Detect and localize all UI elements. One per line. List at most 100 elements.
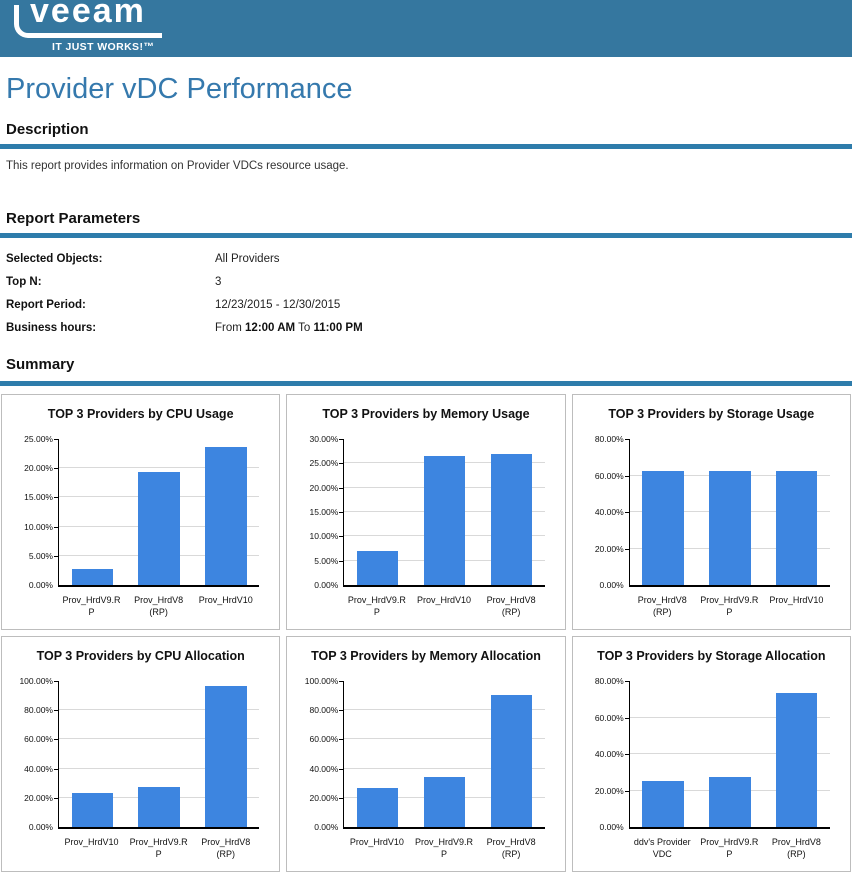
y-axis-tick-label: 80.00% (594, 434, 624, 444)
y-axis-tick (339, 439, 344, 440)
y-axis-tick (624, 717, 629, 719)
parameter-label: Top N: (6, 275, 42, 288)
chart-panel: TOP 3 Providers by Storage Allocation 0.0… (571, 636, 851, 872)
bar (138, 472, 180, 585)
y-axis-tick (339, 560, 344, 562)
description-heading: Description (6, 121, 89, 138)
bar-slot (478, 439, 545, 585)
y-axis-tick-label: 5.00% (314, 555, 339, 566)
x-axis-label: Prov_HrdV8 (RP) (486, 595, 536, 617)
y-axis-tick-label: 20.00% (24, 792, 53, 803)
gridline (344, 738, 545, 740)
y-axis-tick-label: 100.00% (19, 676, 53, 686)
chart-body: 0.00% 5.00% 10.00% 15.00% 20.00% 25.00% Prov_H… (10, 431, 271, 625)
x-axis-label: Prov_HrdV9.R P (347, 595, 406, 617)
x-axis-label: Prov_HrdV10 (769, 595, 824, 605)
chart-title: TOP 3 Providers by Memory Allocation (311, 649, 541, 663)
bars (630, 681, 830, 827)
bar-slot (193, 439, 260, 585)
parameter-label: Selected Objects: (6, 252, 103, 265)
x-axis-label: Prov_HrdV9.R P (700, 595, 759, 617)
chart-body: 0.00% 20.00% 40.00% 60.00% 80.00% 100.00% Prov… (10, 673, 271, 867)
y-axis-tick-label: 20.00% (594, 543, 624, 554)
bars (630, 439, 830, 585)
x-axis-label: Prov_HrdV10 (198, 595, 253, 605)
x-axis-labels: Prov_HrdV9.R P Prov_HrdV10 Prov_HrdV8 (RP) (343, 591, 544, 625)
y-axis-tick-label: 0.00% (314, 822, 339, 832)
y-axis-tick (54, 526, 58, 528)
parameter-row: Selected Objects: All Providers (6, 247, 852, 270)
x-axis-label: Prov_HrdV8 (RP) (201, 837, 251, 859)
y-axis-tick-label: 80.00% (24, 705, 53, 716)
y-axis-tick-label: 40.00% (594, 749, 624, 759)
chart-body: 0.00% 5.00% 10.00% 15.00% 20.00% 25.00% 30.00%… (295, 431, 556, 625)
description-divider (0, 144, 852, 149)
y-axis-tick-label: 0.00% (314, 580, 339, 590)
veeam-logo: veeam IT JUST WORKS!™ (8, 0, 178, 56)
y-axis-tick (624, 475, 629, 477)
x-axis-label: Prov_HrdV10 (416, 595, 471, 605)
plot-area: 0.00% 5.00% 10.00% 15.00% 20.00% 25.00% (24, 434, 260, 590)
y-axis-tick-label: 40.00% (594, 507, 624, 517)
bar (357, 788, 399, 827)
veeam-logo-swoosh-icon (14, 5, 162, 38)
bar-slot (59, 681, 126, 827)
gridline (59, 738, 260, 740)
chart-title: TOP 3 Providers by Memory Usage (322, 407, 530, 421)
y-axis-tick-label: 40.00% (309, 763, 339, 774)
bar (775, 470, 818, 585)
bar (205, 447, 247, 585)
chart-body: 0.00% 20.00% 40.00% 60.00% 80.00% Prov_HrdV8(… (581, 431, 842, 625)
summary-divider (0, 381, 852, 386)
y-axis-tick-label: 0.00% (28, 580, 53, 590)
summary-heading: Summary (6, 356, 75, 373)
bar (775, 693, 818, 827)
bars (344, 439, 544, 585)
chart-panel: TOP 3 Providers by Memory Allocation 0.00… (286, 636, 566, 872)
y-axis-tick-label: 80.00% (309, 705, 339, 716)
parameter-value: 12/23/2015 - 12/30/2015 (215, 298, 341, 311)
y-axis-tick-label: 20.00% (309, 792, 339, 803)
x-axis-label: Prov_HrdV10 (349, 837, 404, 847)
chart-title: TOP 3 Providers by Storage Allocation (597, 649, 826, 663)
bar (642, 781, 684, 827)
x-axis-label: Prov_HrdV8 (RP) (637, 595, 687, 617)
y-axis-tick-label: 30.00% (309, 434, 339, 444)
y-axis-tick (54, 797, 58, 799)
parameter-value: 3 (215, 275, 222, 288)
parameter-row: Business hours: From 12:00 AM To 11:00 PM (6, 316, 852, 339)
x-axis-label: Prov_HrdV8 (RP) (771, 837, 821, 859)
chart-title: TOP 3 Providers by CPU Allocation (36, 649, 245, 663)
bar-slot (763, 439, 830, 585)
y-axis-tick-label: 0.00% (28, 822, 53, 832)
chart-panel: TOP 3 Providers by CPU Allocation 0.00% 20… (1, 636, 281, 872)
chart-title: TOP 3 Providers by CPU Usage (47, 407, 234, 421)
bar-slot (126, 439, 193, 585)
report-parameters-heading: Report Parameters (6, 210, 141, 227)
bar (490, 453, 532, 585)
gridline (59, 467, 260, 469)
parameter-value: All Providers (215, 252, 280, 265)
bar (71, 792, 114, 827)
y-axis-tick-label: 60.00% (309, 734, 339, 745)
y-axis-tick (624, 512, 629, 513)
bar (71, 568, 114, 585)
parameter-value: From 12:00 AM To 11:00 PM (215, 321, 363, 334)
bar (357, 551, 399, 585)
gridline (59, 767, 260, 769)
y-axis-tick (339, 768, 344, 770)
gridline (629, 716, 830, 718)
y-axis-tick (339, 536, 344, 538)
y-axis-tick (54, 497, 58, 499)
report-parameters-divider (0, 233, 852, 238)
y-axis-tick (54, 768, 58, 770)
bar-slot (59, 439, 126, 585)
plot-area: 0.00% 20.00% 40.00% 60.00% 80.00% (595, 434, 830, 590)
bar (423, 455, 466, 585)
chart-title: TOP 3 Providers by Storage Usage (608, 407, 815, 421)
plot-area: 0.00% 20.00% 40.00% 60.00% 80.00% 100.00% (19, 676, 260, 832)
y-axis-tick-label: 20.00% (594, 785, 624, 796)
bar-slot (630, 681, 697, 827)
y-axis-tick-label: 60.00% (594, 712, 624, 723)
parameter-label: Report Period: (6, 298, 86, 311)
